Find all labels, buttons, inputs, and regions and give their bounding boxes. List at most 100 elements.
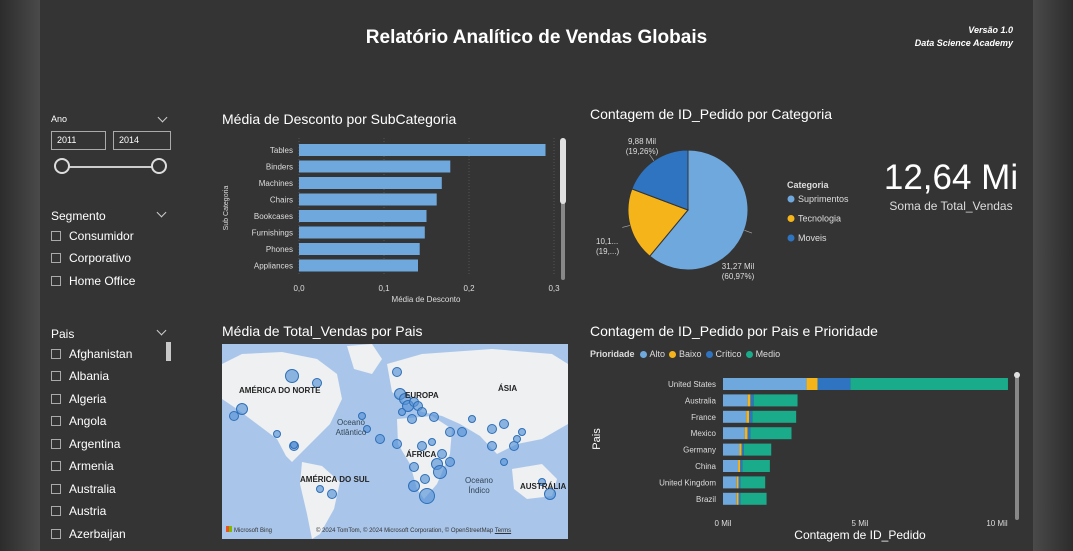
stacked-bar-segment[interactable] — [740, 460, 743, 472]
map-bubble[interactable] — [518, 428, 526, 436]
segment-item-home-office[interactable]: Home Office — [51, 273, 135, 289]
checkbox-icon[interactable] — [51, 484, 61, 494]
year-end-input[interactable]: 2014 — [113, 131, 171, 150]
stacked-bar-segment[interactable] — [742, 460, 770, 472]
pie-slice[interactable] — [631, 149, 689, 211]
map-bubble[interactable] — [316, 485, 324, 493]
map-bubble[interactable] — [499, 419, 509, 429]
map-bubble[interactable] — [290, 441, 298, 449]
checkbox-icon[interactable] — [51, 506, 61, 516]
scrollbar-thumb[interactable] — [560, 138, 566, 204]
stacked-bar-segment[interactable] — [736, 476, 739, 489]
stacked-bar-segment[interactable] — [740, 476, 766, 489]
year-slider-start-handle[interactable] — [54, 158, 70, 174]
pie-slice[interactable] — [649, 149, 749, 271]
map-bubble[interactable] — [420, 474, 430, 484]
country-item[interactable]: Angola — [51, 413, 106, 429]
map-bubble[interactable] — [363, 425, 371, 433]
stacked-bar-segment[interactable] — [723, 427, 745, 440]
scrollbar-thumb[interactable] — [1014, 372, 1020, 378]
year-slider-track[interactable] — [61, 166, 159, 168]
sales-map[interactable]: AMÉRICA DO NORTE EUROPA ÁSIA ÁFRICA AMÉR… — [222, 344, 568, 539]
map-bubble[interactable] — [408, 480, 420, 492]
bar[interactable] — [299, 193, 437, 206]
discount-bar-chart[interactable]: 0,0 0,1 0,2 0,3 Tables Binders Machines Chairs B… — [215, 132, 575, 312]
bar[interactable] — [299, 259, 418, 272]
checkbox-icon[interactable] — [51, 439, 61, 449]
checkbox-icon[interactable] — [51, 276, 61, 286]
map-bubble[interactable] — [285, 369, 299, 383]
stacked-bar-segment[interactable] — [753, 394, 798, 407]
country-item[interactable]: Afghanistan — [51, 346, 132, 362]
stacked-bar-segment[interactable] — [752, 410, 797, 423]
map-bubble[interactable] — [445, 427, 455, 437]
stacked-bar-segment[interactable] — [723, 460, 739, 472]
stacked-bar-segment[interactable] — [723, 378, 807, 390]
map-bubble[interactable] — [358, 412, 366, 420]
stacked-bar-segment[interactable] — [747, 427, 751, 440]
map-bubble[interactable] — [538, 478, 546, 486]
map-bubble[interactable] — [392, 439, 402, 449]
map-bubble[interactable] — [500, 458, 508, 466]
stacked-bar-segment[interactable] — [723, 476, 737, 489]
stacked-bar-segment[interactable] — [806, 378, 818, 390]
stacked-bar-segment[interactable] — [746, 410, 750, 423]
priority-stacked-bar-chart[interactable]: United States Australia France Mexico German… — [585, 366, 1030, 546]
map-bubble[interactable] — [445, 457, 455, 467]
stacked-bar-segment[interactable] — [736, 492, 739, 505]
map-bubble[interactable] — [433, 465, 447, 479]
map-bubble[interactable] — [487, 424, 497, 434]
category-pie-chart[interactable]: 31,27 Mil(60,97%) 10,1...(19,...) 9,88 Mil… — [590, 132, 870, 302]
map-bubble[interactable] — [229, 411, 239, 421]
checkbox-icon[interactable] — [51, 461, 61, 471]
map-bubble[interactable] — [437, 449, 447, 459]
checkbox-icon[interactable] — [51, 416, 61, 426]
stacked-bar-segment[interactable] — [817, 378, 851, 390]
scrollbar[interactable] — [1015, 372, 1019, 520]
stacked-bar-segment[interactable] — [723, 410, 747, 423]
map-bubble[interactable] — [417, 407, 427, 417]
bar[interactable] — [299, 177, 442, 189]
map-bubble[interactable] — [457, 427, 467, 437]
map-bubble[interactable] — [407, 414, 417, 424]
stacked-bar-segment[interactable] — [749, 410, 753, 423]
stacked-bar-segment[interactable] — [750, 394, 754, 407]
checkbox-icon[interactable] — [51, 394, 61, 404]
country-list-scrollbar[interactable] — [166, 342, 171, 361]
map-bubble[interactable] — [375, 434, 385, 444]
map-bubble[interactable] — [409, 462, 419, 472]
map-bubble[interactable] — [273, 430, 281, 438]
legend-item[interactable]: Crítico — [705, 349, 742, 359]
map-bubble[interactable] — [428, 438, 436, 446]
checkbox-icon[interactable] — [51, 371, 61, 381]
stacked-bar-segment[interactable] — [739, 443, 742, 456]
map-bubble[interactable] — [398, 408, 406, 416]
stacked-bar-segment[interactable] — [723, 443, 740, 456]
checkbox-icon[interactable] — [51, 231, 61, 241]
stacked-bar-segment[interactable] — [738, 460, 741, 472]
map-bubble[interactable] — [468, 415, 476, 423]
country-item[interactable]: Armenia — [51, 458, 114, 474]
country-item[interactable]: Albania — [51, 368, 109, 384]
map-bubble[interactable] — [417, 441, 427, 451]
stacked-bar-segment[interactable] — [740, 492, 767, 505]
stacked-bar-segment[interactable] — [741, 443, 744, 456]
checkbox-icon[interactable] — [51, 349, 61, 359]
stacked-bar-segment[interactable] — [744, 427, 748, 440]
map-bubble[interactable] — [312, 378, 322, 388]
country-item[interactable]: Austria — [51, 503, 106, 519]
stacked-bar-segment[interactable] — [738, 476, 741, 489]
bar[interactable] — [299, 243, 420, 255]
year-start-input[interactable]: 2011 — [51, 131, 106, 150]
legend-item[interactable]: Baixo — [669, 349, 702, 359]
legend-item[interactable]: Alto — [639, 349, 665, 359]
legend-item[interactable]: Medio — [745, 349, 780, 359]
map-bubble[interactable] — [392, 367, 402, 377]
map-bubble[interactable] — [429, 412, 439, 422]
map-bubble[interactable] — [544, 488, 556, 500]
stacked-bar-segment[interactable] — [723, 394, 748, 407]
bar[interactable] — [299, 144, 546, 156]
country-item[interactable]: Australia — [51, 481, 116, 497]
stacked-bar-segment[interactable] — [723, 492, 737, 505]
stacked-bar-segment[interactable] — [850, 378, 1008, 390]
